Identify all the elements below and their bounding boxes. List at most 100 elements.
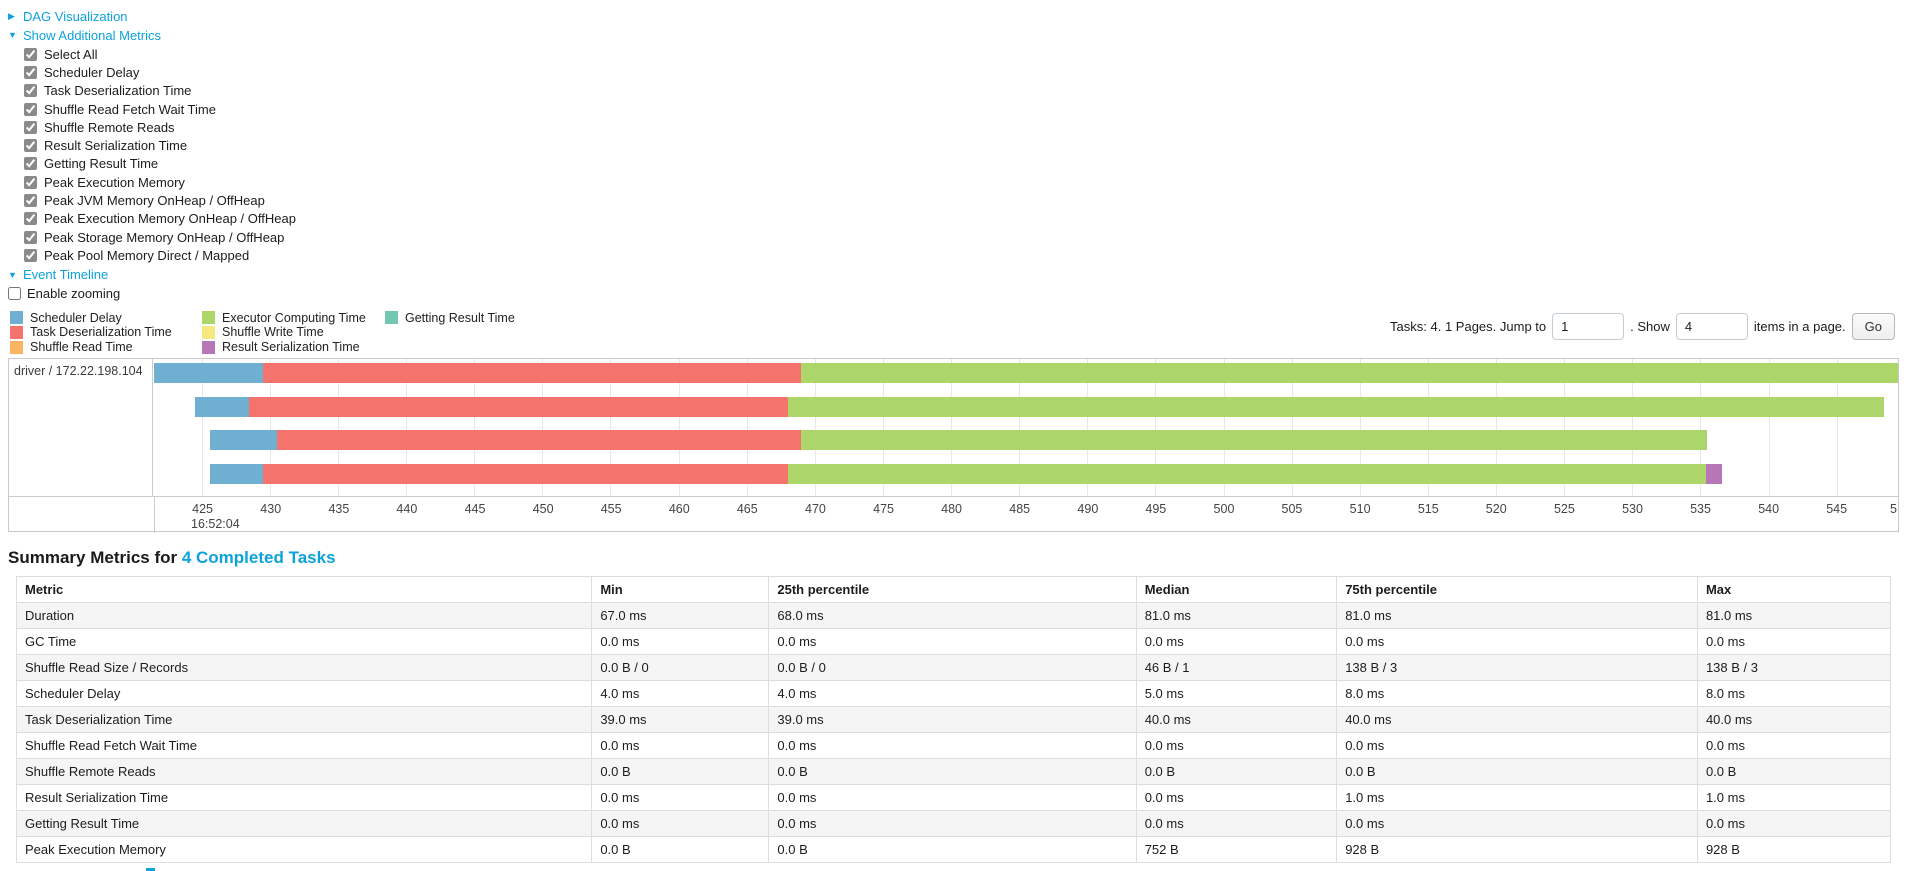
task-bar-segment-result_serialization[interactable] [1705,463,1723,484]
completed-tasks-link[interactable]: 4 Completed Tasks [181,548,336,568]
result-serialization-time-swatch-icon [202,340,215,354]
metric-name-cell: Duration [15,602,593,630]
metric-value-cell: 0.0 ms [768,628,1137,656]
checkbox-result-serialization-time[interactable] [24,139,37,153]
legend-item-shuffle-read-time: Shuffle Read Time [10,340,202,355]
column-header-max: Max [1696,576,1892,604]
checkbox-peak-pool-memory-direct-mapped[interactable] [24,248,37,262]
go-button[interactable]: Go [1851,312,1895,340]
table-row-getting-result-time: Getting Result Time 0.0 ms 0.0 ms 0.0 ms 0.0… [15,810,1892,838]
jump-to-page-input[interactable] [1552,312,1625,340]
scheduler-delay-swatch-icon [10,311,23,325]
metric-value-cell: 0.0 B [1336,758,1698,786]
task-bar-segment-executor_computing[interactable] [801,430,1708,451]
checkbox-task-deserialization-time[interactable] [24,84,37,98]
axis-tick: 545 [1826,502,1848,517]
metric-checkbox-row: Peak Storage Memory OnHeap / OffHeap [24,228,1899,246]
metric-value-cell: 928 B [1696,836,1892,864]
legend-column: Executor Computing Time Shuffle Write Tim… [202,311,385,355]
metric-checkbox-label: Getting Result Time [44,156,159,172]
checkbox-getting-result-time[interactable] [24,157,37,171]
metric-checkbox-row: Shuffle Remote Reads [24,118,1899,136]
metric-value-cell: 138 B / 3 [1696,654,1892,682]
axis-tick: 425 [192,502,214,517]
metric-name-cell: Shuffle Remote Reads [15,758,593,786]
dag-visualization-link[interactable]: DAG Visualization [23,8,128,24]
metric-value-cell: 0.0 ms [591,810,770,838]
caret-right-icon: ▶ [8,10,15,21]
metric-value-cell: 8.0 ms [1696,680,1892,708]
metric-checkbox-row: Result Serialization Time [24,136,1899,154]
task-bar-segment-scheduler_delay[interactable] [154,363,263,384]
metric-value-cell: 0.0 B [768,758,1137,786]
metric-checkbox-label: Peak Execution Memory OnHeap / OffHeap [44,211,296,227]
timeline-plot [154,359,1898,497]
items-per-page-input[interactable] [1675,312,1748,340]
axis-tick: 530 [1622,502,1643,517]
enable-zooming-label: Enable zooming [27,286,121,302]
task-bar-segment-scheduler_delay[interactable] [209,463,263,484]
metric-checkbox-row: Scheduler Delay [24,63,1899,81]
task-bar-segment-task_deserialization[interactable] [263,363,802,384]
task-deserialization-time-swatch-icon [10,325,23,339]
metric-value-cell: 0.0 ms [1336,732,1698,760]
gridline [1291,359,1293,497]
task-bar-segment-task_deserialization[interactable] [276,430,802,451]
shuffle-write-time-swatch-icon [202,325,215,339]
metric-value-cell: 0.0 ms [768,784,1137,812]
metric-value-cell: 0.0 B / 0 [768,654,1137,682]
legend-item-shuffle-write-time: Shuffle Write Time [202,325,385,340]
metric-value-cell: 0.0 ms [591,732,770,760]
table-body: Duration 67.0 ms 68.0 ms 81.0 ms 81.0 ms 81.0… [15,602,1892,864]
axis-tick: 520 [1485,502,1507,517]
legend-item-result-serialization-time: Result Serialization Time [202,340,385,355]
metric-value-cell: 8.0 ms [1336,680,1698,708]
gridline [746,359,748,497]
task-bar-segment-task_deserialization[interactable] [263,463,788,484]
checkbox-scheduler-delay[interactable] [24,65,37,79]
task-bar-segment-executor_computing[interactable] [801,363,1898,384]
metric-value-cell: 40.0 ms [1336,706,1698,734]
checkbox-peak-storage-memory-onheap-offheap[interactable] [24,230,37,244]
metric-checkbox-row: Peak JVM Memory OnHeap / OffHeap [24,191,1899,209]
checkbox-peak-execution-memory-onheap-offheap[interactable] [24,212,37,226]
metric-checkbox-row: Peak Execution Memory [24,173,1899,191]
metric-checkbox-row: Getting Result Time [24,155,1899,173]
dag-visualization-toggle[interactable]: ▶ DAG Visualization [8,7,1899,25]
metric-checkbox-label: Result Serialization Time [44,138,188,154]
task-bar-segment-executor_computing[interactable] [787,396,1885,417]
checkbox-shuffle-remote-reads[interactable] [24,120,37,134]
event-timeline-link[interactable]: Event Timeline [23,267,109,283]
show-additional-metrics-link[interactable]: Show Additional Metrics [23,27,162,43]
checkbox-select-all[interactable] [24,47,37,61]
metric-name-cell: Scheduler Delay [15,680,593,708]
event-timeline-chart: driver / 172.22.198.104 16:52:04 5 425 43… [8,358,1899,534]
table-row-shuffle-read-fetch-wait-time: Shuffle Read Fetch Wait Time 0.0 ms 0.0 ms… [15,732,1892,760]
checkbox-shuffle-read-fetch-wait-time[interactable] [24,102,37,116]
event-timeline-toggle[interactable]: ▼ Event Timeline [8,266,1899,284]
axis-tick: 490 [1077,502,1099,517]
axis-tick: 500 [1213,502,1235,517]
task-bar-segment-scheduler_delay[interactable] [194,396,250,417]
pagination-mid-text: . Show [1630,318,1670,334]
task-bar-segment-task_deserialization[interactable] [249,396,788,417]
metric-value-cell: 0.0 B / 0 [591,654,770,682]
enable-zooming-checkbox[interactable] [8,287,21,301]
pagination-prefix-text: Tasks: 4. 1 Pages. Jump to [1390,318,1547,334]
metric-checkbox-label: Peak Storage Memory OnHeap / OffHeap [44,229,285,245]
metric-value-cell: 0.0 ms [1336,810,1698,838]
axis-tick: 465 [736,502,758,517]
checkbox-peak-execution-memory[interactable] [24,175,37,189]
task-bar-segment-scheduler_delay[interactable] [209,430,277,451]
column-header-25th-percentile: 25th percentile [768,576,1137,604]
gridline [1427,359,1429,497]
task-bar-segment-executor_computing[interactable] [787,463,1706,484]
shuffle-read-time-swatch-icon [10,340,23,354]
gridline [1019,359,1021,497]
metric-value-cell: 0.0 B [768,836,1137,864]
checkbox-peak-jvm-memory-onheap-offheap[interactable] [24,194,37,208]
task-pagination: Tasks: 4. 1 Pages. Jump to . Show items … [1390,312,1895,340]
legend-label: Scheduler Delay [30,310,122,325]
timeline-axis-inner: 16:52:04 5 425 430 435 440 445 450 455 460 465 47… [154,497,1898,534]
show-additional-metrics-toggle[interactable]: ▼ Show Additional Metrics [8,26,1899,44]
